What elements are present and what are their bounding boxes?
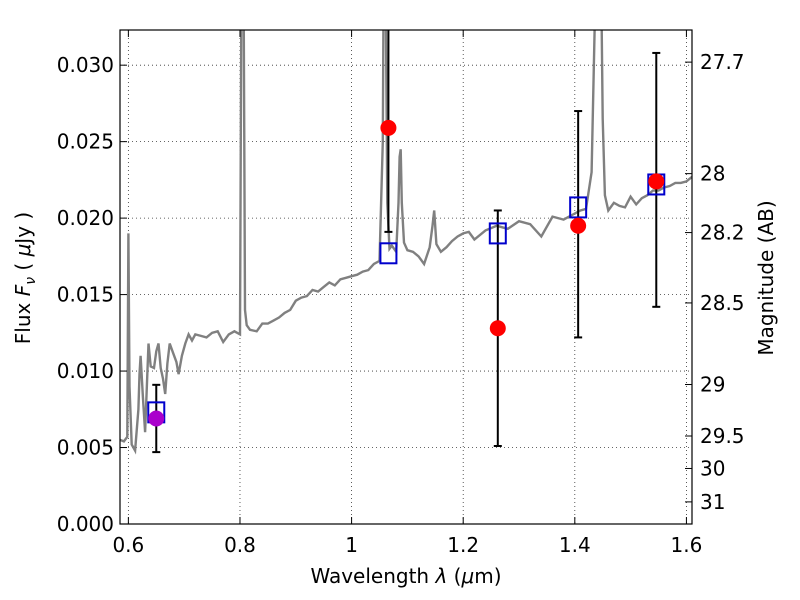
- x-tick-label: 1: [345, 533, 358, 557]
- mag-tick-label: 28.2: [700, 221, 745, 245]
- observed-flux-point: [148, 410, 165, 427]
- synthetic-photometry-square: [488, 222, 507, 245]
- axis-ticks: [120, 30, 692, 525]
- x-tick-label: 0.6: [112, 533, 144, 557]
- mag-tick-label: 30: [700, 456, 725, 480]
- mag-tick-label: 28: [700, 162, 725, 186]
- y-tick-label: 0.010: [57, 359, 114, 383]
- mag-tick-label: 29.5: [700, 424, 745, 448]
- x-axis-label: Wavelength λ (μm): [310, 564, 501, 588]
- y-tick-label: 0.025: [57, 130, 114, 154]
- x-tick-label: 1.6: [671, 533, 703, 557]
- synthetic-photometry-square: [379, 242, 398, 265]
- x-tick-label: 1.2: [447, 533, 479, 557]
- mag-tick-label: 28.5: [700, 291, 745, 315]
- y-tick-label: 0.000: [57, 512, 114, 536]
- mag-tick-label: 29: [700, 373, 725, 397]
- magnitude-axis-label: Magnitude (AB): [754, 200, 778, 355]
- mag-tick-label: 27.7: [700, 50, 745, 74]
- y-axis-label: Flux Fν ( μJy ): [11, 212, 39, 344]
- model-spectrum-line: [120, 30, 692, 455]
- grid-lines: [120, 30, 692, 525]
- x-tick-label: 0.8: [224, 533, 256, 557]
- mag-tick-label: 31: [700, 490, 725, 514]
- y-tick-label: 0.015: [57, 283, 114, 307]
- plot-frame: [119, 29, 693, 525]
- y-tick-label: 0.020: [57, 206, 114, 230]
- plot-area: [120, 30, 692, 455]
- x-tick-label: 1.4: [559, 533, 591, 557]
- synthetic-photometry-square: [569, 196, 588, 219]
- svg-text:Flux Fν ( μJy ): Flux Fν ( μJy ): [11, 212, 39, 344]
- y-tick-label: 0.005: [57, 436, 114, 460]
- observed-flux-point: [648, 173, 665, 190]
- y-tick-label: 0.030: [57, 53, 114, 77]
- observed-flux-point: [380, 119, 397, 136]
- observed-flux-point: [489, 320, 506, 337]
- observed-flux-point: [570, 217, 587, 234]
